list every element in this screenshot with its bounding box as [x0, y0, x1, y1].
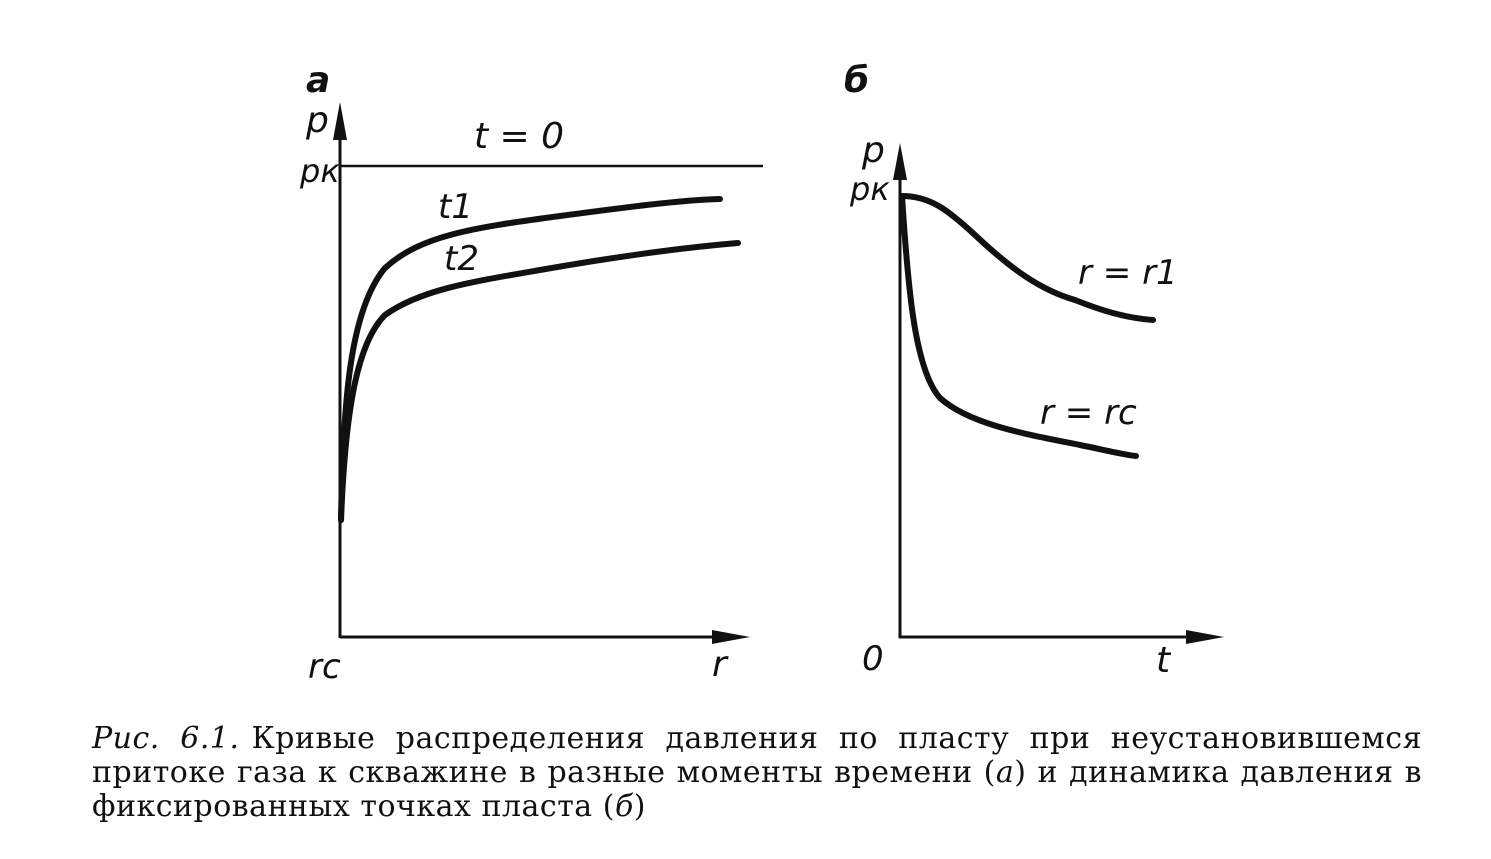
panel-b-origin-label: 0 [862, 639, 884, 679]
curve-t0-label: t = 0 [474, 116, 564, 157]
curve-t1 [338, 196, 723, 523]
panel-b-x-axis-label: t [1156, 640, 1172, 681]
panel-a-y-axis-label: p [305, 100, 329, 141]
caption-ref-b: б [614, 789, 634, 824]
panel-b: б p pк 0 t r = r1 r = rс [844, 60, 1224, 681]
curve-r1-label: r = r1 [1078, 253, 1178, 293]
figure-number: Рис. 6.1. [92, 721, 240, 756]
panel-b-y-axis-label: p [861, 130, 885, 171]
panel-a: а p pк rс r t = 0 t1 t2 [299, 60, 763, 687]
panel-a-label: а [306, 60, 330, 101]
curve-t1-label: t1 [438, 187, 473, 227]
panel-a-x-axis-arrow [712, 630, 750, 644]
caption-text-2: ) и динамика давления в фиксированных то… [92, 755, 1422, 824]
panel-a-x-axis-label: r [712, 644, 729, 685]
curve-rc-label: r = rс [1040, 393, 1137, 433]
panel-b-y-axis-arrow [893, 143, 907, 180]
panel-b-label: б [844, 60, 869, 101]
panel-a-y-axis-arrow [333, 102, 347, 140]
curve-t2 [338, 240, 741, 523]
panel-a-x-origin-label: rс [308, 647, 341, 687]
caption-text-3: ) [633, 789, 646, 824]
panel-b-x-axis-arrow [1186, 630, 1224, 644]
panel-a-y-tick-label: pк [299, 152, 340, 190]
panel-b-y-tick-label: pк [849, 170, 890, 208]
figure: а p pк rс r t = 0 t1 t2 б p pк 0 t [299, 60, 1224, 687]
caption-ref-a: а [995, 755, 1015, 790]
curve-t2-label: t2 [444, 239, 479, 279]
curve-r1 [899, 193, 1156, 323]
figure-caption: Рис. 6.1. Кривые распределения давления п… [92, 722, 1422, 824]
curve-rc [899, 193, 1139, 459]
caption-text-1: Кривые распределения давления по пласту … [92, 721, 1422, 790]
